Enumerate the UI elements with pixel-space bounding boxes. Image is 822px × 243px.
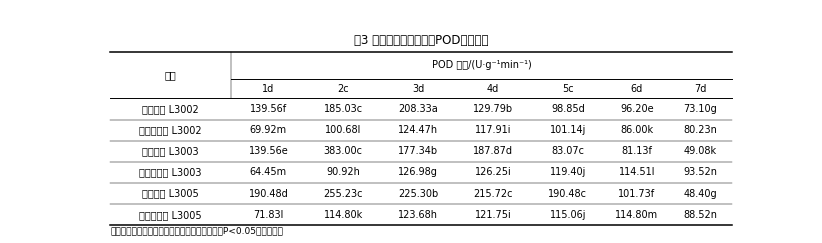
Text: 126.98g: 126.98g — [398, 167, 438, 177]
Text: 255.23c: 255.23c — [324, 189, 363, 199]
Text: 未接种菌株 L3002: 未接种菌株 L3002 — [140, 125, 202, 135]
Text: 81.13f: 81.13f — [621, 146, 653, 156]
Text: 121.75i: 121.75i — [474, 210, 511, 220]
Text: 126.25i: 126.25i — [474, 167, 511, 177]
Text: 93.52n: 93.52n — [683, 167, 718, 177]
Text: 7d: 7d — [695, 84, 707, 94]
Text: 88.52n: 88.52n — [683, 210, 718, 220]
Text: 83.07c: 83.07c — [552, 146, 584, 156]
Text: 5c: 5c — [562, 84, 574, 94]
Text: 90.92h: 90.92h — [326, 167, 360, 177]
Text: 未接种菌株 L3005: 未接种菌株 L3005 — [140, 210, 202, 220]
Text: 64.45m: 64.45m — [250, 167, 287, 177]
Text: 129.79b: 129.79b — [473, 104, 513, 114]
Text: 1d: 1d — [262, 84, 275, 94]
Text: 71.83l: 71.83l — [253, 210, 284, 220]
Text: 表3 不同金针菇子实体的POD活性变化: 表3 不同金针菇子实体的POD活性变化 — [354, 34, 488, 47]
Text: POD 活性/(U·g⁻¹min⁻¹): POD 活性/(U·g⁻¹min⁻¹) — [432, 60, 531, 70]
Text: 变种菌株 L3005: 变种菌株 L3005 — [142, 189, 199, 199]
Text: 3d: 3d — [412, 84, 424, 94]
Text: 73.10g: 73.10g — [684, 104, 718, 114]
Text: 177.34b: 177.34b — [398, 146, 438, 156]
Text: 49.08k: 49.08k — [684, 146, 717, 156]
Text: 114.80m: 114.80m — [616, 210, 658, 220]
Text: 变种菌株 L3003: 变种菌株 L3003 — [142, 146, 199, 156]
Text: 187.87d: 187.87d — [473, 146, 513, 156]
Text: 114.80k: 114.80k — [324, 210, 363, 220]
Text: 未接种菌株 L3003: 未接种菌株 L3003 — [140, 167, 202, 177]
Text: 6d: 6d — [630, 84, 643, 94]
Text: 2c: 2c — [337, 84, 349, 94]
Text: 123.68h: 123.68h — [398, 210, 438, 220]
Text: 139.56f: 139.56f — [250, 104, 287, 114]
Text: 190.48d: 190.48d — [248, 189, 289, 199]
Text: 96.20e: 96.20e — [620, 104, 653, 114]
Text: 208.33a: 208.33a — [398, 104, 438, 114]
Text: 215.72c: 215.72c — [473, 189, 513, 199]
Text: 185.03c: 185.03c — [324, 104, 363, 114]
Text: 101.14j: 101.14j — [550, 125, 586, 135]
Text: 80.23n: 80.23n — [684, 125, 718, 135]
Text: 114.51l: 114.51l — [619, 167, 655, 177]
Text: 225.30b: 225.30b — [398, 189, 438, 199]
Text: 变种菌株 L3002: 变种菌株 L3002 — [142, 104, 199, 114]
Text: 119.40j: 119.40j — [550, 167, 586, 177]
Text: 124.47h: 124.47h — [398, 125, 438, 135]
Text: 69.92m: 69.92m — [250, 125, 287, 135]
Text: 98.85d: 98.85d — [551, 104, 584, 114]
Text: 86.00k: 86.00k — [621, 125, 653, 135]
Text: 菌株: 菌株 — [164, 70, 177, 80]
Text: 139.56e: 139.56e — [248, 146, 289, 156]
Text: 48.40g: 48.40g — [684, 189, 718, 199]
Text: 100.68l: 100.68l — [325, 125, 362, 135]
Text: 注：同列中标有不同字母的数据表示差异显著（P<0.05），下同。: 注：同列中标有不同字母的数据表示差异显著（P<0.05），下同。 — [110, 226, 284, 235]
Text: 101.73f: 101.73f — [618, 189, 656, 199]
Text: 4d: 4d — [487, 84, 499, 94]
Text: 115.06j: 115.06j — [550, 210, 586, 220]
Text: 383.00c: 383.00c — [324, 146, 363, 156]
Text: 190.48c: 190.48c — [548, 189, 588, 199]
Text: 117.91i: 117.91i — [475, 125, 511, 135]
